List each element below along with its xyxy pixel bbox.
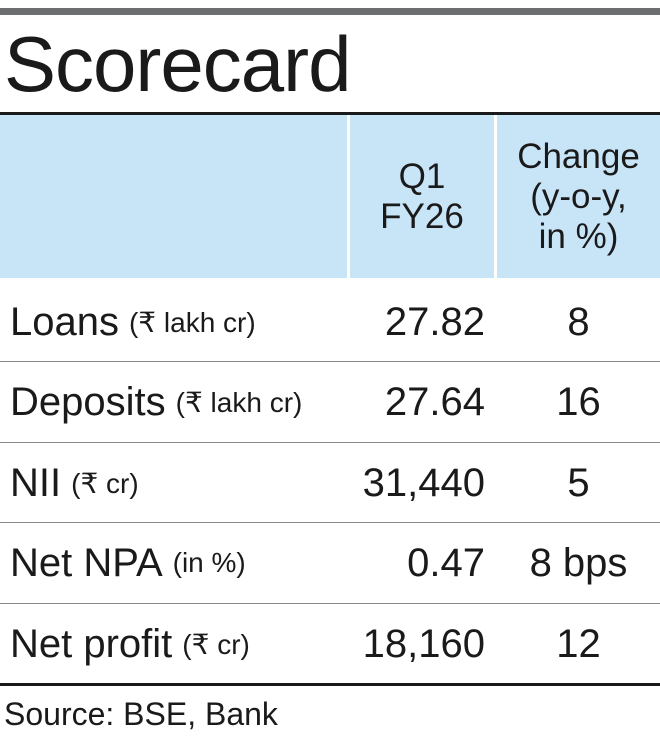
row-unit: (₹ cr) [71,467,139,499]
row-divider [0,442,660,443]
row-label: Net NPA (in %) [10,523,246,603]
title-rule [0,112,660,115]
row-label-text: NII [10,460,62,505]
column-divider [494,115,497,278]
row-value: 0.47 [407,540,485,585]
row-divider [0,522,660,523]
row-unit: (₹ cr) [182,628,250,660]
row-unit: (₹ lakh cr) [128,306,256,338]
table-header [0,115,660,278]
row-divider [0,361,660,362]
row-unit: (₹ lakh cr) [175,386,303,418]
column-header-change: Change (y-o-y, in %) [517,136,640,256]
row-change: 8 bps [529,540,628,585]
column-divider [347,115,350,278]
table-row-net-profit: Net profit (₹ cr) 18,160 12 [0,604,660,684]
row-change: 8 [567,299,590,344]
row-value: 27.64 [384,379,485,424]
source-note: Source: BSE, Bank [4,696,278,732]
row-value: 27.82 [384,299,485,344]
top-rule [0,8,660,15]
bottom-rule [0,683,660,686]
table-row-net-npa: Net NPA (in %) 0.47 8 bps [0,523,660,603]
scorecard-title: Scorecard [4,20,352,108]
column-header-period: Q1 FY26 [380,156,464,236]
row-change: 16 [556,379,601,424]
table-row-loans: Loans (₹ lakh cr) 27.82 8 [0,282,660,362]
table-row-nii: NII (₹ cr) 31,440 5 [0,443,660,523]
row-value: 31,440 [362,460,485,505]
row-value: 18,160 [362,621,485,666]
row-label: Net profit (₹ cr) [10,604,250,684]
row-label-text: Deposits [10,379,166,424]
row-change: 5 [567,460,590,505]
row-label-text: Loans [10,299,119,344]
row-change: 12 [556,621,601,666]
row-label-text: Net NPA [10,540,163,585]
row-label: Deposits (₹ lakh cr) [10,362,302,442]
row-label: Loans (₹ lakh cr) [10,282,256,362]
row-divider [0,603,660,604]
row-label-text: Net profit [10,621,173,666]
table-row-deposits: Deposits (₹ lakh cr) 27.64 16 [0,362,660,442]
row-unit: (in %) [172,547,246,578]
row-label: NII (₹ cr) [10,443,139,523]
